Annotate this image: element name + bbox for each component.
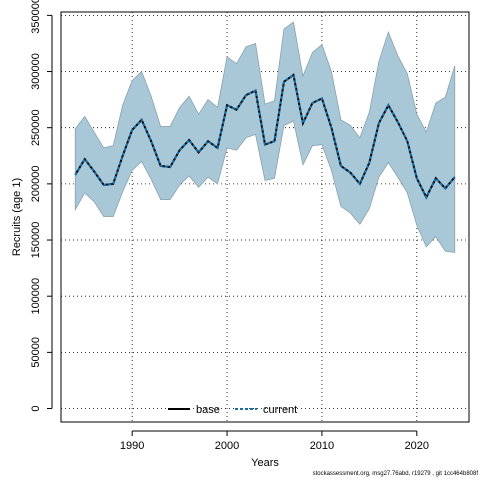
series-line-current (74, 73, 456, 200)
y-axis: 0 50000 100000 150000 200000 250000 300000 3500… (30, 0, 53, 412)
y-tick-label: 300000 (30, 53, 42, 90)
confidence-band-area (74, 21, 456, 253)
x-tick-label: 2020 (405, 440, 429, 452)
x-tick-label: 2010 (310, 440, 334, 452)
y-axis-label: Recruits (age 1) (11, 178, 23, 256)
y-tick-label: 50000 (30, 337, 42, 368)
y-tick-label: 350000 (30, 0, 42, 34)
legend-label-current: current (263, 404, 297, 416)
x-tick-label: 1990 (120, 440, 144, 452)
y-tick-label: 200000 (30, 166, 42, 203)
y-tick-label: 100000 (30, 278, 42, 315)
x-axis-label: Years (251, 457, 279, 469)
y-tick-label: 250000 (30, 109, 42, 146)
x-axis: 1990 2000 2010 2020 (120, 430, 429, 452)
x-tick-label: 2000 (215, 440, 239, 452)
grid-lines (61, 12, 469, 422)
confidence-band (74, 21, 456, 253)
plot-frame (60, 11, 470, 423)
footer-caption: stockassessment.org, msg27.76abd, r19279… (312, 471, 478, 477)
y-tick-label: 150000 (30, 222, 42, 259)
legend-label-base: base (196, 404, 220, 416)
y-tick-label: 0 (30, 405, 42, 411)
series-lines (74, 73, 456, 200)
legend: base current (168, 404, 297, 416)
